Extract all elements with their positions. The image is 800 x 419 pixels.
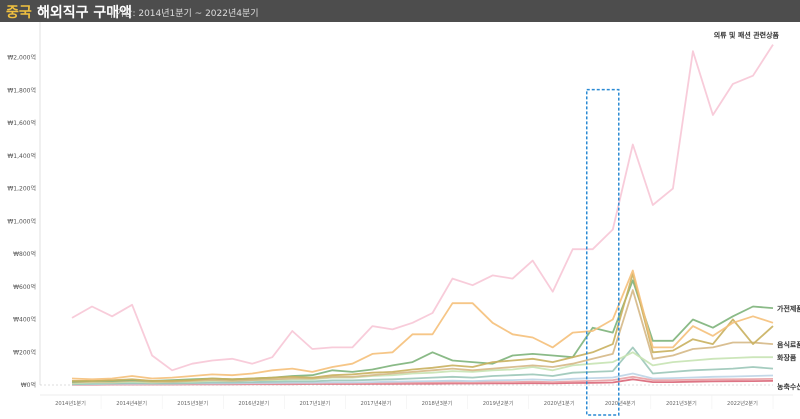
x-tick-label: 2016년2분기 (238, 399, 269, 407)
y-tick-label: ₩200억 (13, 348, 36, 356)
y-tick-label: ₩1,400억 (7, 152, 36, 160)
series-label: 화장품 (777, 353, 797, 362)
line-chart: ₩0억 ₩200억 ₩400억 ₩600억 ₩800억 ₩1,000억 ₩1,200억 ₩1,… (7, 22, 800, 416)
series-label: 가전제품 (777, 304, 800, 313)
x-tick-label: 2020년1분기 (544, 399, 575, 407)
y-tick-label: ₩1,200억 (7, 185, 36, 193)
y-tick-label: ₩600억 (13, 283, 36, 291)
y-tick-label: ₩400억 (13, 316, 36, 324)
x-tick-label: 2017년1분기 (299, 399, 330, 407)
series-label: 농축수산물 (777, 382, 800, 391)
y-tick-label: ₩2,000억 (7, 54, 36, 62)
x-tick-label: 2014년1분기 (55, 399, 86, 407)
series-line (71, 269, 774, 381)
x-tick-label: 2022년2분기 (727, 399, 758, 407)
y-tick-label: ₩1,800억 (7, 86, 36, 94)
x-tick-label: 2019년2분기 (483, 399, 514, 407)
series-line (71, 279, 774, 383)
series-line (71, 44, 774, 372)
series-label: 의류 및 패션 관련상품 (714, 31, 780, 40)
y-tick-label: ₩0억 (21, 381, 36, 389)
x-tick-label: 2021년3분기 (666, 399, 697, 407)
series-line (71, 346, 774, 386)
series-label: 음식료품 (777, 340, 800, 349)
highlight-box (585, 88, 620, 416)
series-line (72, 272, 774, 382)
x-tick-label: 2017년4분기 (361, 399, 392, 407)
title-bar: 중국 해외직구 구매액 | 기간: 2014년1분기 ~ 2022년4분기 (0, 0, 800, 22)
period-subtitle: | 기간: 2014년1분기 ~ 2022년4분기 (110, 9, 259, 19)
y-tick-label: ₩800억 (13, 250, 36, 258)
x-tick-label: 2020년4분기 (605, 399, 636, 407)
y-tick-label: ₩1,000억 (7, 217, 36, 225)
page-title: 해외직구 구매액 (37, 5, 133, 21)
x-tick-label: 2015년3분기 (177, 399, 208, 407)
y-tick-label: ₩1,600억 (7, 119, 36, 127)
title-accent: 중국 (6, 5, 32, 21)
x-tick-label: 2014년4분기 (116, 399, 147, 407)
x-tick-label: 2018년3분기 (422, 399, 453, 407)
